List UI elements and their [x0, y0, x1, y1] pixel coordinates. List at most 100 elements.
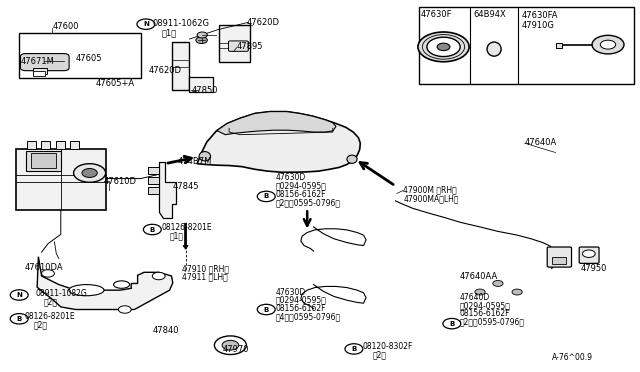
Circle shape	[257, 191, 275, 202]
Text: 47630F: 47630F	[421, 10, 452, 19]
FancyBboxPatch shape	[56, 141, 65, 149]
Ellipse shape	[114, 281, 129, 288]
Text: 47840: 47840	[152, 326, 179, 335]
Text: 47850: 47850	[192, 86, 218, 95]
Text: 08911-1082G: 08911-1082G	[35, 289, 87, 298]
FancyBboxPatch shape	[579, 247, 599, 263]
Text: （0294-0595）: （0294-0595）	[275, 182, 326, 190]
FancyBboxPatch shape	[228, 41, 248, 51]
Text: 47671M: 47671M	[21, 57, 55, 66]
Circle shape	[197, 32, 207, 38]
Text: 47600: 47600	[52, 22, 79, 31]
Text: 64B94X: 64B94X	[474, 10, 506, 19]
Bar	[419, 7, 634, 84]
Circle shape	[257, 304, 275, 315]
Bar	[19, 33, 141, 78]
Text: 47640A: 47640A	[525, 138, 557, 147]
FancyBboxPatch shape	[70, 141, 79, 149]
Text: 47845: 47845	[173, 182, 199, 190]
Text: （2）（0595-0796）: （2）（0595-0796）	[275, 198, 340, 207]
FancyBboxPatch shape	[41, 141, 50, 149]
Text: B: B	[449, 321, 454, 327]
Circle shape	[143, 224, 161, 235]
FancyBboxPatch shape	[148, 187, 159, 194]
Circle shape	[118, 306, 131, 313]
Circle shape	[418, 32, 469, 62]
Text: 47640D: 47640D	[460, 293, 490, 302]
FancyBboxPatch shape	[148, 177, 159, 184]
Text: 47630D: 47630D	[275, 173, 305, 182]
Ellipse shape	[199, 152, 211, 161]
Circle shape	[10, 290, 28, 300]
Text: 47895: 47895	[237, 42, 263, 51]
Text: B: B	[150, 227, 155, 232]
FancyBboxPatch shape	[148, 167, 159, 174]
Circle shape	[152, 272, 165, 280]
Text: 47620D: 47620D	[246, 18, 280, 27]
FancyArrow shape	[183, 223, 188, 249]
Text: 47610DA: 47610DA	[24, 263, 63, 272]
Circle shape	[443, 318, 461, 329]
Text: 474B7M: 474B7M	[178, 157, 212, 166]
Circle shape	[74, 164, 106, 182]
Circle shape	[512, 289, 522, 295]
Text: 08156-6162F: 08156-6162F	[275, 304, 326, 313]
Circle shape	[196, 37, 207, 44]
Circle shape	[592, 35, 624, 54]
Circle shape	[475, 289, 485, 295]
Circle shape	[437, 43, 450, 51]
FancyBboxPatch shape	[33, 68, 47, 74]
Text: 47900M 〈RH〉: 47900M 〈RH〉	[403, 185, 457, 194]
Text: （2）（0595-0796）: （2）（0595-0796）	[460, 318, 525, 327]
FancyBboxPatch shape	[20, 54, 69, 71]
Circle shape	[82, 169, 97, 177]
Text: （1）: （1）	[170, 232, 184, 241]
Text: 47610D: 47610D	[104, 177, 137, 186]
FancyBboxPatch shape	[547, 247, 572, 267]
FancyBboxPatch shape	[219, 25, 250, 62]
Text: N: N	[143, 21, 149, 27]
Bar	[552, 257, 566, 264]
Text: （0294-0595）: （0294-0595）	[460, 301, 510, 310]
Circle shape	[600, 40, 616, 49]
Polygon shape	[197, 112, 360, 172]
Polygon shape	[159, 162, 176, 218]
Text: N: N	[16, 292, 22, 298]
Text: 47630FA: 47630FA	[522, 11, 558, 20]
Text: 08156-6162F: 08156-6162F	[275, 190, 326, 199]
Text: A-76^00.9: A-76^00.9	[552, 353, 593, 362]
Circle shape	[42, 270, 54, 277]
Text: 47910 〈RH〉: 47910 〈RH〉	[182, 264, 229, 273]
Text: 08126-8201E: 08126-8201E	[161, 223, 212, 232]
Bar	[556, 43, 562, 48]
Text: 47911 〈LH〉: 47911 〈LH〉	[182, 273, 228, 282]
Text: B: B	[264, 307, 269, 312]
Text: （1）: （1）	[161, 28, 177, 37]
Text: 47605: 47605	[76, 54, 102, 63]
Ellipse shape	[347, 155, 357, 163]
Bar	[31, 153, 56, 168]
Text: 47950: 47950	[581, 264, 607, 273]
Text: 47900MA〈LH〉: 47900MA〈LH〉	[403, 195, 459, 203]
Circle shape	[10, 314, 28, 324]
FancyBboxPatch shape	[33, 71, 45, 76]
Ellipse shape	[69, 285, 104, 296]
Text: B: B	[264, 193, 269, 199]
Circle shape	[345, 344, 363, 354]
Polygon shape	[216, 112, 336, 135]
Text: （4）（0595-0796）: （4）（0595-0796）	[275, 312, 340, 321]
Text: （2）: （2）	[33, 321, 47, 330]
Text: 47640AA: 47640AA	[460, 272, 498, 280]
FancyBboxPatch shape	[16, 149, 106, 210]
Text: 47605+A: 47605+A	[96, 79, 135, 88]
Text: （0294-0595）: （0294-0595）	[275, 296, 326, 305]
Circle shape	[349, 345, 362, 353]
Text: 08120-8302F: 08120-8302F	[363, 342, 413, 351]
FancyBboxPatch shape	[172, 42, 189, 90]
Text: 47620D: 47620D	[149, 66, 182, 75]
Circle shape	[493, 280, 503, 286]
Bar	[26, 151, 61, 171]
Text: 47630D: 47630D	[275, 288, 305, 296]
Text: 47910G: 47910G	[522, 21, 554, 30]
Circle shape	[222, 340, 239, 350]
